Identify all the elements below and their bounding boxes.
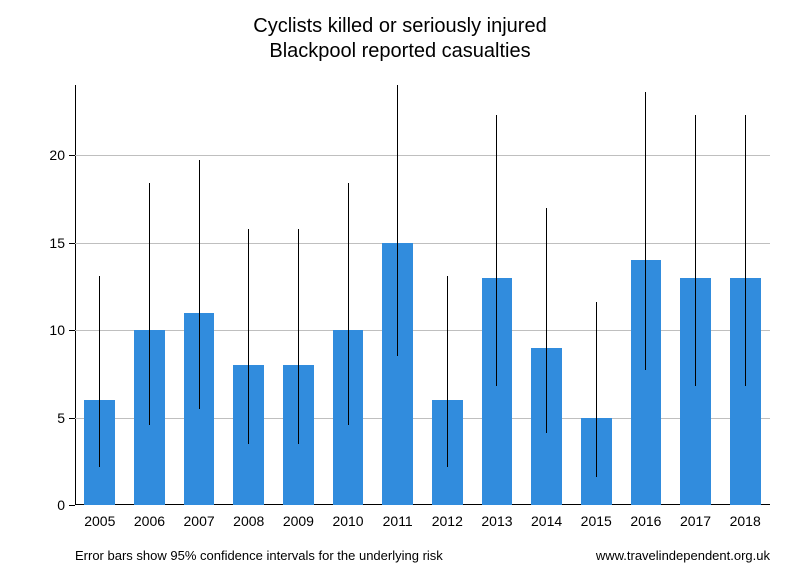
x-axis-label: 2006 (134, 505, 165, 529)
chart-title-line2: Blackpool reported casualties (0, 39, 800, 64)
grid-line (75, 330, 770, 331)
x-axis-label: 2005 (84, 505, 115, 529)
grid-line (75, 243, 770, 244)
footnote-right: www.travelindependent.org.uk (596, 548, 770, 563)
x-axis-label: 2013 (481, 505, 512, 529)
y-axis-label: 5 (57, 410, 75, 426)
x-axis-label: 2017 (680, 505, 711, 529)
error-bar (695, 115, 696, 386)
grid-line (75, 155, 770, 156)
y-axis-label: 20 (49, 147, 75, 163)
x-axis-label: 2015 (581, 505, 612, 529)
y-axis-label: 0 (57, 497, 75, 513)
error-bar (199, 160, 200, 409)
error-bar (496, 115, 497, 386)
error-bar (298, 229, 299, 444)
error-bar (745, 115, 746, 386)
error-bar (99, 276, 100, 467)
chart-title-line1: Cyclists killed or seriously injured (0, 14, 800, 39)
x-axis-label: 2016 (630, 505, 661, 529)
error-bar (149, 183, 150, 425)
plot-area: 0510152020052006200720082009201020112012… (75, 85, 770, 505)
x-axis (75, 504, 770, 505)
y-axis-label: 15 (49, 235, 75, 251)
x-axis-label: 2007 (184, 505, 215, 529)
error-bar (645, 92, 646, 370)
x-axis-label: 2014 (531, 505, 562, 529)
y-axis-label: 10 (49, 322, 75, 338)
grid-line (75, 418, 770, 419)
error-bar (348, 183, 349, 425)
x-axis-label: 2011 (383, 505, 413, 529)
chart-container: Cyclists killed or seriously injured Bla… (0, 0, 800, 580)
x-axis-label: 2012 (432, 505, 463, 529)
y-axis (75, 85, 76, 505)
error-bar (397, 85, 398, 356)
error-bar (596, 302, 597, 477)
x-axis-label: 2018 (730, 505, 761, 529)
error-bar (248, 229, 249, 444)
footnote-left: Error bars show 95% confidence intervals… (75, 548, 443, 563)
x-axis-label: 2010 (332, 505, 363, 529)
x-axis-label: 2008 (233, 505, 264, 529)
chart-title: Cyclists killed or seriously injured Bla… (0, 14, 800, 64)
x-axis-label: 2009 (283, 505, 314, 529)
error-bar (546, 208, 547, 434)
error-bar (447, 276, 448, 467)
